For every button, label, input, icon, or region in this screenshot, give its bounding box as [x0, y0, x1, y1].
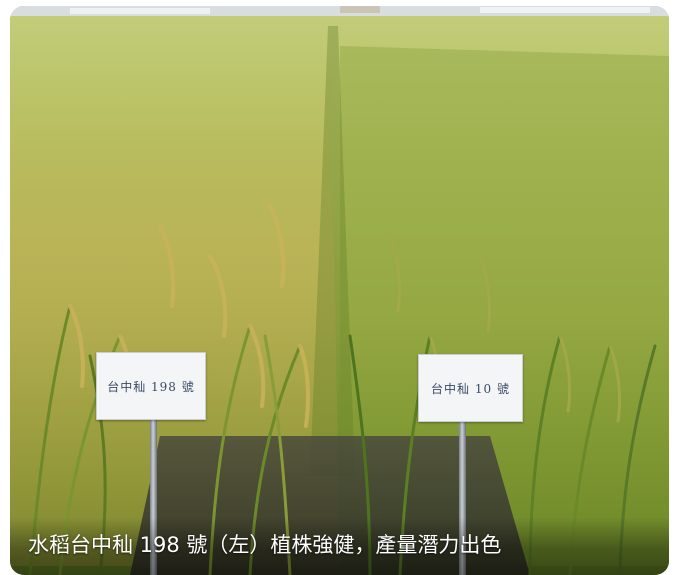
- rice-field-photo: 台中秈 198 號 台中秈 10 號: [10, 6, 669, 575]
- distant-buildings: [70, 8, 210, 14]
- plot-divider: [310, 26, 355, 476]
- variety-sign-left-text: 台中秈 198 號: [107, 379, 195, 394]
- variety-sign-right: 台中秈 10 號: [418, 354, 523, 422]
- variety-sign-left: 台中秈 198 號: [96, 352, 206, 420]
- distant-greenhouse: [480, 7, 650, 13]
- sign-post-right: [459, 420, 466, 575]
- distant-shed: [340, 6, 380, 13]
- soil: [130, 436, 530, 575]
- rice-field-scene: [10, 6, 669, 575]
- caption-overlay: [10, 517, 669, 575]
- sign-post-left: [150, 418, 157, 575]
- variety-sign-right-text: 台中秈 10 號: [431, 381, 510, 396]
- photo-caption: 水稻台中秈 198 號（左）植株強健，產量潛力出色: [28, 533, 502, 557]
